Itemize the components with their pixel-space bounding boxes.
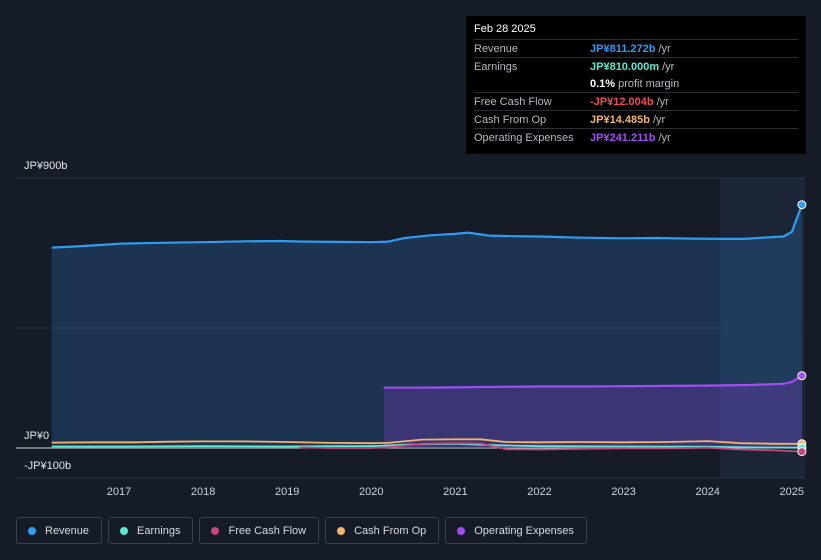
tooltip-row-revenue: Revenue JP¥811.272b /yr <box>474 39 798 57</box>
x-tick-label: 2018 <box>191 486 215 498</box>
y-axis-label-top: JP¥900b <box>24 160 68 172</box>
legend-label: Operating Expenses <box>474 524 574 537</box>
tooltip-row-margin: 0.1% profit margin <box>474 75 798 92</box>
legend-dot-icon <box>120 526 129 535</box>
legend-dot-icon <box>211 526 220 535</box>
tooltip-unit: /yr <box>656 95 669 108</box>
tooltip-value: -JP¥12.004b <box>590 95 654 108</box>
x-tick-label: 2022 <box>527 486 551 498</box>
revenue-end-point <box>797 200 807 210</box>
x-tick-label: 2017 <box>107 486 131 498</box>
tooltip-unit: /yr <box>652 113 666 126</box>
operating-expenses-area <box>383 375 802 448</box>
tooltip-value: JP¥811.272b <box>590 42 656 55</box>
tooltip-value: JP¥241.211b <box>590 131 656 144</box>
legend-dot-icon <box>28 526 36 535</box>
x-tick-label: 2019 <box>275 486 299 498</box>
tooltip-panel: Feb 28 2025 Revenue JP¥811.272b /yr Earn… <box>466 16 806 154</box>
tooltip-unit: profit margin <box>618 77 680 90</box>
x-tick-label: 2023 <box>611 486 635 498</box>
tooltip-label: Cash From Op <box>474 113 547 126</box>
legend-label: Free Cash Flow <box>228 524 307 537</box>
operating-expenses-end-point <box>797 371 807 381</box>
legend-item-revenue[interactable]: Revenue <box>16 517 103 544</box>
tooltip-unit: /yr <box>658 42 671 55</box>
legend-item-free-cash-flow[interactable]: Free Cash Flow <box>199 517 320 544</box>
tooltip-unit: /yr <box>662 60 675 73</box>
tooltip-label: Earnings <box>474 60 518 73</box>
tooltip-label: Operating Expenses <box>474 131 574 144</box>
legend-label: Revenue <box>45 524 90 537</box>
legend-dot-icon <box>457 526 466 535</box>
tooltip-unit: /yr <box>658 131 671 144</box>
tooltip-row-cash-from-op: Cash From Op JP¥14.485b /yr <box>474 110 798 128</box>
x-tick-label: 2025 <box>780 486 804 498</box>
operating-expenses-line <box>383 374 803 389</box>
tooltip-label: Revenue <box>474 42 519 55</box>
cash-from-op-line <box>51 438 802 445</box>
tooltip-date: Feb 28 2025 <box>474 23 536 35</box>
y-axis-label-bottom: -JP¥100b <box>24 460 72 472</box>
tooltip-value: JP¥810.000m <box>590 60 660 73</box>
revenue-line <box>51 204 803 249</box>
x-tick-label: 2020 <box>359 486 383 498</box>
tooltip-value: 0.1% <box>590 77 616 90</box>
legend-item-operating-expenses[interactable]: Operating Expenses <box>445 517 587 544</box>
free-cash-flow-line <box>299 442 802 453</box>
legend-dot-icon <box>337 526 346 535</box>
y-axis-label-zero: JP¥0 <box>24 430 50 442</box>
legend-label: Earnings <box>137 524 181 537</box>
legend-item-cash-from-op[interactable]: Cash From Op <box>325 517 440 544</box>
chart-area: 2017 2018 2019 2020 2021 2022 2023 2024 2025 <box>16 177 807 498</box>
tooltip-row-free-cash-flow: Free Cash Flow -JP¥12.004b /yr <box>474 92 798 110</box>
legend-item-earnings[interactable]: Earnings <box>108 517 194 544</box>
free-cash-flow-end-point <box>797 447 807 457</box>
chart-legend: Revenue Earnings Free Cash Flow Cash Fro… <box>16 517 587 544</box>
x-tick-label: 2024 <box>695 486 719 498</box>
tooltip-row-operating-expenses: Operating Expenses JP¥241.211b /yr <box>474 128 798 146</box>
tooltip-label: Free Cash Flow <box>474 95 552 108</box>
x-tick-label: 2021 <box>443 486 467 498</box>
tooltip-row-earnings: Earnings JP¥810.000m /yr <box>474 57 798 75</box>
tooltip-value: JP¥14.485b <box>590 113 650 126</box>
legend-label: Cash From Op <box>354 524 427 537</box>
